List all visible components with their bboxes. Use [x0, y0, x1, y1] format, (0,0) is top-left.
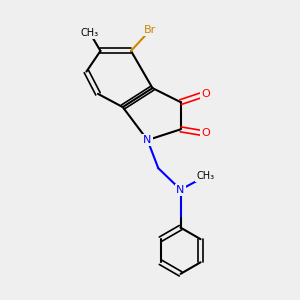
- Text: N: N: [176, 184, 185, 195]
- Text: CH₃: CH₃: [81, 28, 99, 38]
- Text: Br: Br: [144, 25, 156, 35]
- Text: O: O: [201, 128, 210, 139]
- Text: O: O: [201, 89, 210, 99]
- Text: CH₃: CH₃: [196, 171, 214, 182]
- Text: N: N: [143, 135, 152, 145]
